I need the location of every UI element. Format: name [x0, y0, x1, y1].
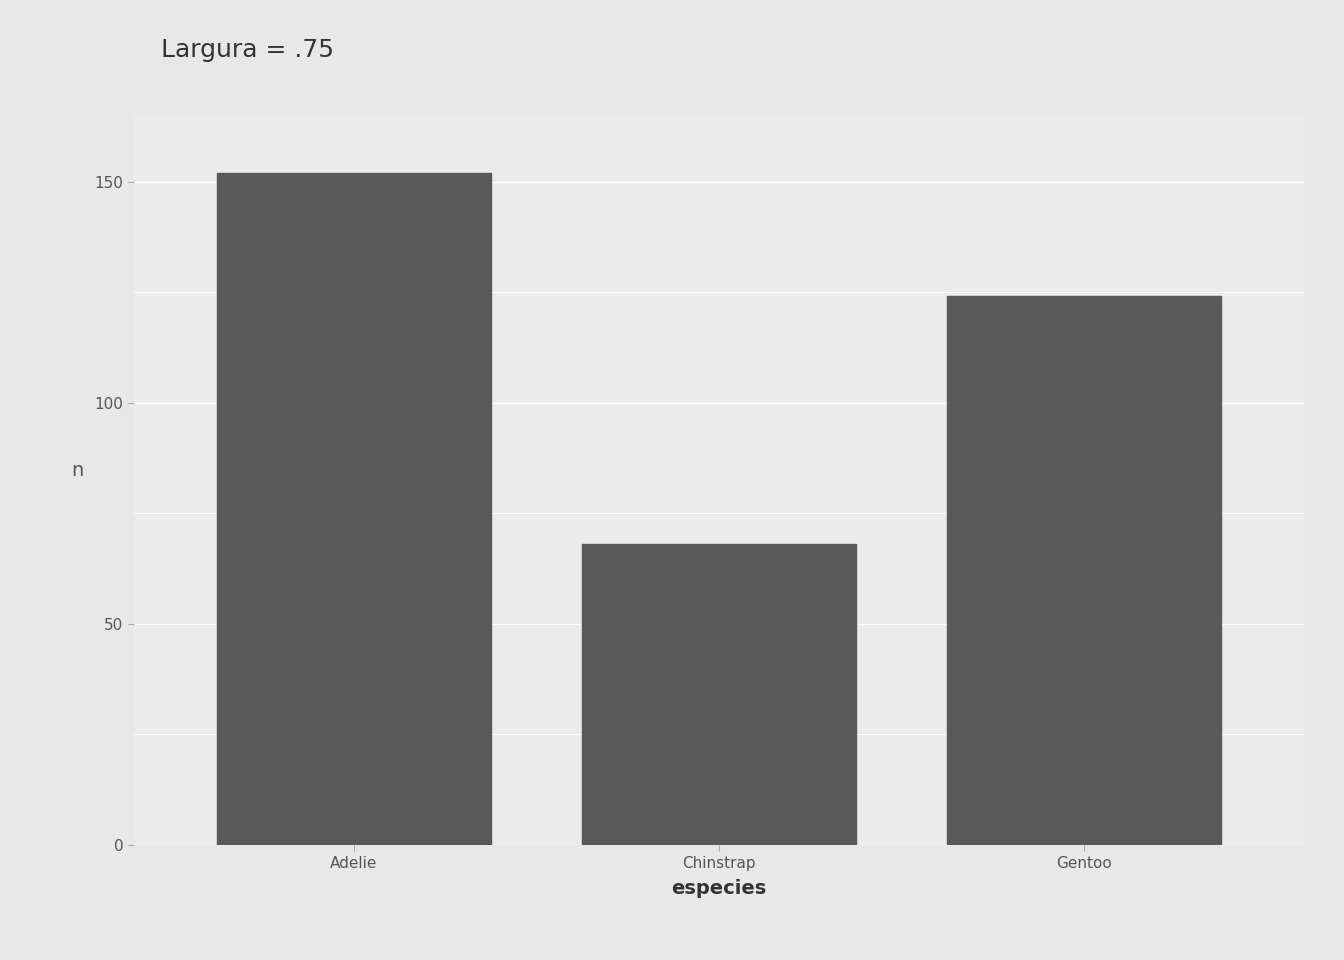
X-axis label: especies: especies	[672, 879, 766, 899]
Text: Largura = .75: Largura = .75	[161, 38, 335, 62]
Y-axis label: n: n	[71, 461, 83, 480]
Bar	[216, 173, 491, 845]
Bar	[948, 297, 1222, 845]
Bar	[582, 544, 856, 845]
